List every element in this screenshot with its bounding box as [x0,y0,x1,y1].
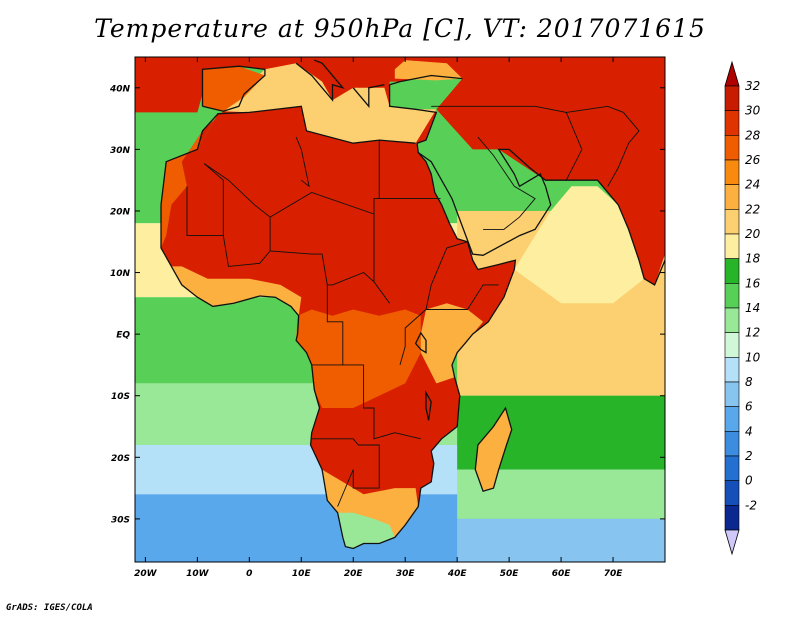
lake-malawi [425,390,432,421]
north-africa-coastline [160,105,416,205]
border-9 [342,364,421,440]
credit-label: GrADS: IGES/COLA [6,603,93,613]
lat-label: 10N [110,269,131,279]
colorbar-label: 28 [745,128,761,142]
lon-label: 70E [604,569,624,579]
colorbar-swatch [724,110,740,136]
indian-band-3 [457,518,665,562]
colorbar-swatch [724,381,740,407]
levant-coastline [388,74,463,144]
iberia-coastline [201,65,266,112]
lon-label: 30E [396,569,416,579]
arabian-sea [514,186,645,304]
temperature-field [135,57,665,562]
greece-coastline [352,84,385,109]
lon-label: 40E [447,569,468,579]
arabia-coastline [417,148,665,286]
lake-victoria [414,331,427,354]
iberia [202,66,265,112]
map-title: Temperature at 950hPa [C], VT: 201707161… [94,14,706,43]
lat-label: EQ [116,331,130,341]
lat-label: 10S [111,392,130,402]
colorbar-label: 18 [745,252,761,266]
lon-label: 10E [292,569,312,579]
border-10 [311,438,380,507]
border-0 [203,163,380,218]
italy-coastline [295,59,345,102]
lat-label: 20N [110,207,131,217]
east-africa [420,303,484,384]
madagascar-coastline [474,406,513,492]
border-12 [425,241,468,310]
colorbar-label: 26 [745,153,761,167]
border-11 [399,284,499,366]
axes: 40N 30N 20N 10N EQ 10S 20S 30S 20W 10W 0 10E 20E 30E 4… [109,57,665,579]
lat-label: 30N [110,146,131,156]
colorbar-swatch [724,184,740,210]
colorbar-swatch [724,159,740,185]
colorbar-top-arrow [724,60,740,87]
border-14 [431,105,583,181]
land-hot [135,57,665,285]
colorbar-label: 6 [745,400,753,414]
lat-label: 20S [111,454,130,464]
colorbar-label: 32 [745,79,760,93]
colorbar-swatch [724,307,740,333]
colorbar-swatch [724,283,740,309]
colorbar-label: 10 [745,350,761,364]
colorbar-label: 20 [745,227,761,241]
africa-coastline [160,143,517,550]
colorbar-label: 8 [745,375,753,389]
colorbar-swatch [724,233,740,259]
colorbar-label: 30 [745,104,761,118]
lon-label: 20W [134,569,158,579]
lon-label: 20E [344,569,364,579]
border-2 [295,136,310,188]
border-15 [566,105,640,187]
lon-label: 0 [246,569,252,579]
colorbar-label: 4 [745,424,753,438]
black-sea [394,60,463,81]
cape-cool [337,512,395,549]
lat-label: 30S [111,515,130,525]
colorbar-swatch [724,332,740,358]
colorbar-bottom-arrow [724,529,740,556]
colorbar-swatch [724,431,740,457]
border-13 [477,136,536,230]
plot-frame [134,56,666,563]
colorbar-swatch [724,480,740,506]
colorbar-swatch [724,258,740,284]
colorbar-label: 2 [745,449,753,463]
colorbar-swatch [724,209,740,235]
colorbar-swatch [724,135,740,161]
lon-label: 60E [552,569,572,579]
colorbar-swatch [724,357,740,383]
lat-label: 40N [109,84,131,94]
mediterranean [223,63,437,144]
colorbar-swatch [724,85,740,111]
lon-label: 50E [500,569,520,579]
colorbar-label: 12 [745,326,760,340]
colorbar-swatch [724,406,740,432]
colorbar-label: 14 [745,301,760,315]
colorbar-label: 0 [745,474,753,488]
central-africa [296,309,421,408]
coastlines [160,59,665,550]
colorbar-label: 22 [745,202,760,216]
colorbar-label: 16 [745,276,761,290]
colorbar-swatch [724,505,740,531]
colorbar-label: -2 [745,498,757,512]
colorbar-swatch [724,455,740,481]
colorbar-label: 24 [745,178,760,192]
border-7 [222,235,271,267]
border-8 [311,284,344,366]
lon-label: 10W [186,569,210,579]
guinea-coast [171,266,302,316]
madagascar [475,408,512,492]
